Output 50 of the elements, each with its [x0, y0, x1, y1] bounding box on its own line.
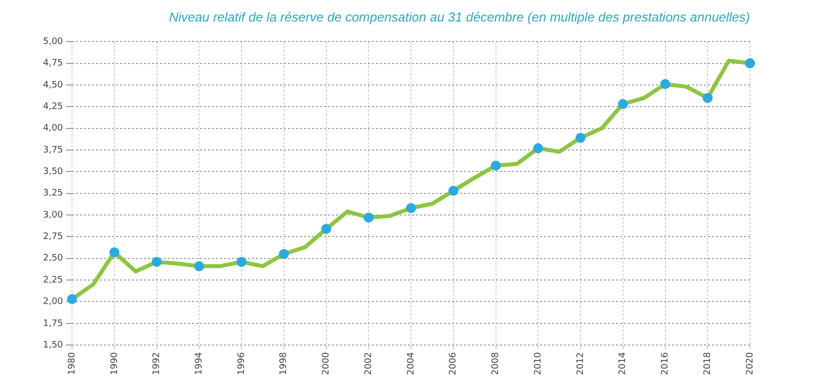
point [702, 92, 713, 103]
x-tick-label: 2014 [618, 352, 628, 375]
point [490, 160, 501, 171]
y-tick-label: 3,75 [42, 145, 64, 156]
x-tick-label: 1992 [152, 352, 162, 375]
x-tick-label: 1998 [279, 352, 290, 375]
point [448, 186, 458, 196]
x-tick-label: 2006 [448, 352, 459, 375]
x-tick-label: 1996 [236, 352, 247, 375]
y-tick-label: 2,50 [42, 254, 64, 264]
y-tick-label: 3,50 [42, 167, 64, 178]
x-tick-label: 2020 [745, 352, 756, 375]
x-tick-label: 2010 [533, 352, 544, 375]
point [745, 58, 755, 68]
x-tick-label: 2008 [491, 352, 502, 375]
y-tick-label: 5,00 [42, 36, 64, 47]
y-tick-label: 1,75 [42, 318, 64, 329]
y-tick-label: 3,00 [42, 210, 64, 220]
point [660, 79, 670, 90]
point [576, 132, 586, 143]
y-tick-label: 2,75 [42, 232, 64, 242]
point [364, 212, 374, 223]
x-tick-label: 2000 [322, 352, 332, 375]
y-tick-label: 3,25 [42, 188, 64, 199]
y-tick-label: 2,00 [42, 297, 64, 308]
y-tick-label: 4,75 [42, 58, 64, 69]
point [278, 249, 289, 260]
chart-title: Niveau relatif de la réserve de compensation au 31 décembre (en multiple des prestations annuelles) [169, 9, 750, 24]
y-tick-label: 4,50 [42, 80, 64, 90]
x-tick-label: 1990 [110, 352, 120, 375]
point [406, 203, 416, 214]
x-tick-label: 2018 [702, 352, 713, 375]
x-tick-label: 2016 [660, 352, 671, 375]
y-tick-label: 2,25 [42, 275, 64, 286]
point [67, 294, 78, 304]
y-tick-label: 4,25 [42, 102, 64, 112]
point [194, 261, 204, 272]
y-tick-label: 4,00 [42, 124, 64, 134]
point [618, 99, 628, 110]
point [109, 247, 120, 258]
x-tick-label: 2004 [406, 352, 416, 375]
x-tick-label: 2012 [576, 352, 586, 375]
y-tick-label: 1,50 [42, 340, 64, 350]
x-tick-label: 1994 [194, 352, 204, 375]
x-tick-label: 2002 [364, 352, 374, 375]
x-tick-label: 1980 [67, 352, 78, 375]
point [533, 143, 544, 154]
point [152, 256, 162, 267]
point [321, 224, 332, 234]
point [236, 256, 247, 267]
